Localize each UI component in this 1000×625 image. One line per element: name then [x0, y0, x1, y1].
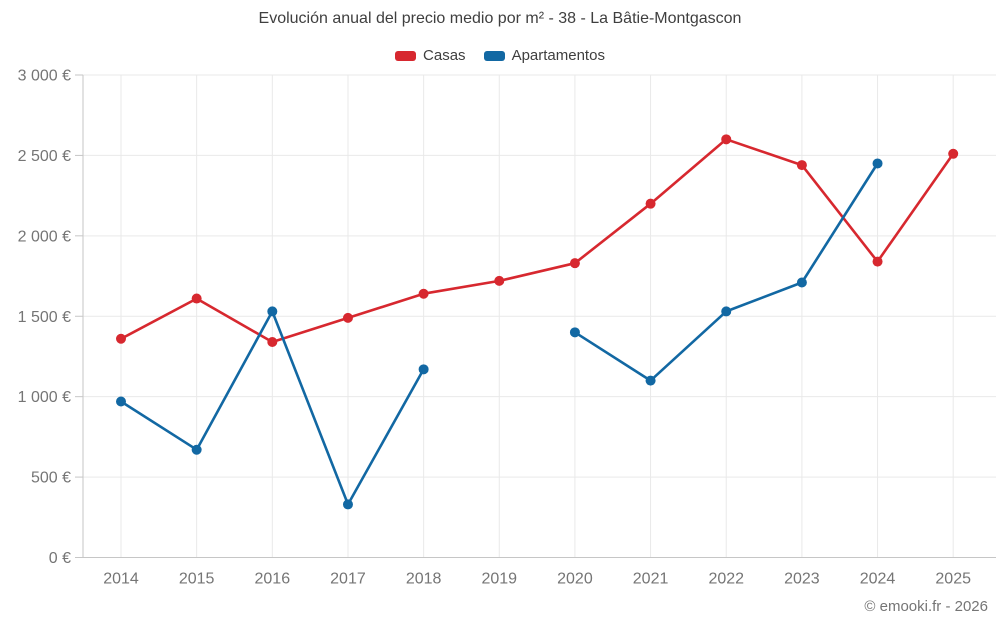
y-axis-tick-label: 1 000 €	[18, 389, 71, 406]
y-axis-tick-label: 3 000 €	[18, 68, 71, 85]
casas-color-swatch	[395, 50, 417, 61]
data-point-apartamentos-2017[interactable]	[342, 499, 353, 510]
x-axis-tick-label: 2022	[708, 571, 744, 588]
apartamentos-color-swatch	[483, 50, 505, 61]
legend-label-casas: Casas	[423, 47, 466, 64]
data-point-apartamentos-2015[interactable]	[191, 444, 202, 455]
data-point-apartamentos-2024[interactable]	[872, 158, 883, 169]
data-point-casas-2021[interactable]	[645, 198, 656, 209]
y-axis-tick-label: 0 €	[49, 550, 71, 567]
x-axis-tick-label: 2017	[330, 571, 366, 588]
copyright-footer: © emooki.fr - 2026	[864, 598, 988, 615]
data-point-casas-2025[interactable]	[948, 148, 959, 159]
data-point-casas-2015[interactable]	[191, 293, 202, 304]
data-point-apartamentos-2020[interactable]	[569, 327, 580, 338]
legend: Casas Apartamentos	[0, 47, 1000, 64]
data-point-apartamentos-2016[interactable]	[267, 306, 278, 317]
data-point-casas-2022[interactable]	[721, 134, 732, 145]
y-axis-tick-label: 2 500 €	[18, 148, 71, 165]
data-point-apartamentos-2022[interactable]	[721, 306, 732, 317]
data-point-casas-2016[interactable]	[267, 336, 278, 347]
x-axis-tick-label: 2016	[255, 571, 291, 588]
legend-item-casas[interactable]: Casas	[395, 47, 466, 64]
y-axis-tick-label: 2 000 €	[18, 228, 71, 245]
data-point-casas-2014[interactable]	[116, 333, 126, 344]
data-point-casas-2019[interactable]	[494, 275, 505, 286]
data-point-apartamentos-2018[interactable]	[418, 364, 429, 375]
y-axis-tick-label: 1 500 €	[18, 309, 71, 326]
data-point-apartamentos-2021[interactable]	[645, 375, 656, 386]
data-point-casas-2020[interactable]	[569, 258, 580, 269]
legend-label-apartamentos: Apartamentos	[511, 47, 605, 64]
x-axis-tick-label: 2019	[481, 571, 517, 588]
x-axis-tick-label: 2025	[935, 571, 971, 588]
data-point-casas-2023[interactable]	[796, 160, 807, 171]
chart-title: Evolución anual del precio medio por m² …	[258, 10, 742, 27]
x-axis-tick-label: 2021	[633, 571, 669, 588]
x-axis-tick-label: 2023	[784, 571, 820, 588]
data-point-casas-2018[interactable]	[418, 288, 429, 299]
y-axis-tick-label: 500 €	[31, 470, 71, 487]
data-point-apartamentos-2014[interactable]	[116, 396, 126, 407]
x-axis-tick-label: 2015	[179, 571, 215, 588]
data-point-apartamentos-2023[interactable]	[796, 277, 807, 288]
data-point-casas-2017[interactable]	[342, 312, 353, 323]
data-point-casas-2024[interactable]	[872, 256, 883, 267]
x-axis-tick-label: 2014	[103, 571, 139, 588]
legend-item-apartamentos[interactable]: Apartamentos	[483, 47, 605, 64]
x-axis-tick-label: 2020	[557, 571, 593, 588]
x-axis-tick-label: 2024	[860, 571, 896, 588]
x-axis-tick-label: 2018	[406, 571, 442, 588]
